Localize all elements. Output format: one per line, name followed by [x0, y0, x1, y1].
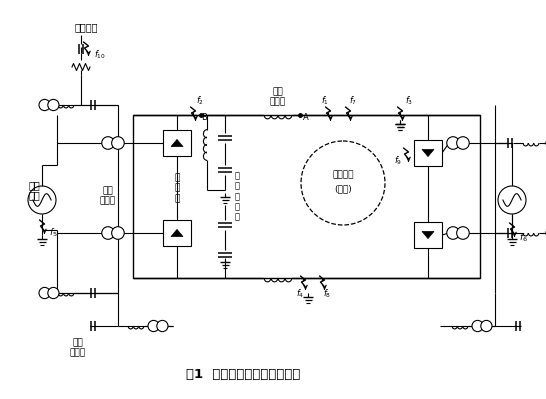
Circle shape: [456, 227, 469, 239]
Text: $f_6$: $f_6$: [519, 232, 528, 244]
Circle shape: [498, 186, 526, 214]
Bar: [133, 115, 480, 278]
Circle shape: [111, 227, 124, 239]
Circle shape: [472, 320, 483, 332]
Circle shape: [39, 99, 50, 111]
Circle shape: [447, 137, 459, 149]
Polygon shape: [422, 231, 434, 239]
Circle shape: [39, 287, 50, 298]
Text: 交流: 交流: [28, 180, 40, 190]
Text: 无功补偿: 无功补偿: [74, 22, 98, 32]
Bar: [163, 130, 191, 156]
Polygon shape: [422, 149, 434, 156]
Text: 图1  高压直流输电系统结构图: 图1 高压直流输电系统结构图: [186, 369, 300, 381]
Circle shape: [28, 186, 56, 214]
Text: 交流
滤波器: 交流 滤波器: [70, 338, 86, 358]
Text: $f_2$: $f_2$: [196, 95, 204, 107]
Polygon shape: [171, 229, 183, 237]
Circle shape: [148, 320, 159, 332]
Bar: [414, 140, 442, 166]
Bar: [163, 220, 191, 246]
Text: $f_9$: $f_9$: [394, 155, 402, 167]
Text: $f_{10}$: $f_{10}$: [94, 49, 106, 61]
Text: 换流
变压器: 换流 变压器: [100, 186, 116, 206]
Circle shape: [456, 137, 469, 149]
Circle shape: [48, 287, 59, 298]
Text: 平波
电抗器: 平波 电抗器: [270, 87, 286, 107]
Text: A: A: [303, 113, 308, 122]
Text: $f_1$: $f_1$: [321, 95, 329, 107]
Text: $f_4$: $f_4$: [296, 288, 304, 300]
Text: 换
流
阀: 换 流 阀: [174, 173, 180, 203]
Text: $f_8$: $f_8$: [323, 288, 331, 300]
Text: (区内): (区内): [334, 184, 352, 194]
Circle shape: [48, 99, 59, 111]
Circle shape: [447, 227, 459, 239]
Text: 直流线路: 直流线路: [333, 170, 354, 180]
Text: $f_7$: $f_7$: [349, 95, 357, 107]
Circle shape: [102, 227, 114, 239]
Circle shape: [102, 137, 114, 149]
Text: $f_5$: $f_5$: [49, 227, 58, 239]
Text: B: B: [201, 113, 207, 122]
Circle shape: [111, 137, 124, 149]
Polygon shape: [171, 139, 183, 146]
Circle shape: [481, 320, 492, 332]
Text: 直
流
滤
波
器: 直 流 滤 波 器: [234, 171, 240, 222]
Text: 系统: 系统: [28, 190, 40, 200]
Text: $f_3$: $f_3$: [405, 95, 413, 107]
Bar: [414, 222, 442, 248]
Circle shape: [157, 320, 168, 332]
